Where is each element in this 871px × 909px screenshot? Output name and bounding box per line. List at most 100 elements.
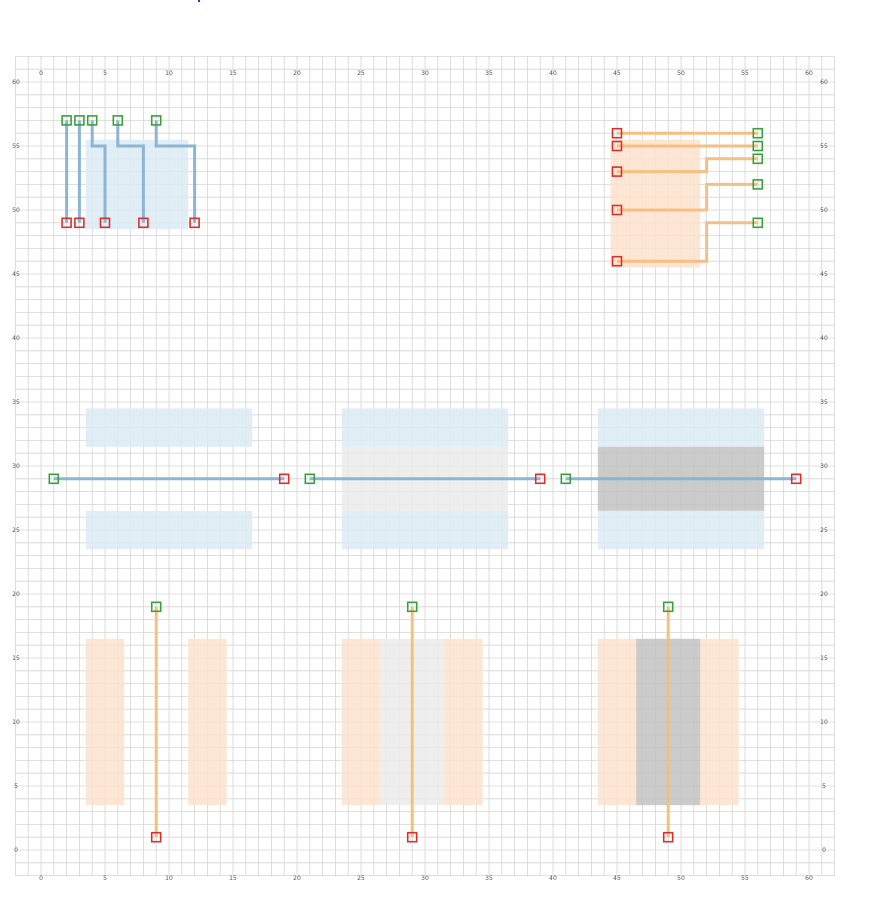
x-tick-label-top: 50 <box>677 70 685 77</box>
start-pin <box>752 179 764 190</box>
x-tick-label-bottom: 5 <box>103 875 107 882</box>
y-tick-label-left: 10 <box>12 719 20 726</box>
x-tick-label-bottom: 60 <box>805 875 813 882</box>
end-pin <box>278 473 290 485</box>
y-tick-label-right: 5 <box>822 783 826 790</box>
blue-route <box>90 120 107 223</box>
start-pin <box>752 217 764 229</box>
tick-labels: 0055101015152020252530303535404045455050… <box>12 70 828 882</box>
y-tick-label-right: 30 <box>820 463 828 470</box>
x-tick-label-top: 15 <box>229 70 237 77</box>
x-tick-label-bottom: 10 <box>165 875 173 882</box>
top-dot-marker <box>198 0 200 2</box>
routes <box>53 120 797 838</box>
y-tick-label-right: 35 <box>820 399 828 406</box>
y-tick-label-right: 25 <box>820 527 828 534</box>
y-tick-label-left: 35 <box>12 399 20 406</box>
pins <box>48 115 802 843</box>
end-pin <box>790 473 802 485</box>
start-pin <box>406 601 418 613</box>
start-pin <box>112 115 124 126</box>
end-pin <box>534 473 546 485</box>
y-tick-label-left: 55 <box>12 143 20 150</box>
region-blue <box>341 510 509 550</box>
y-tick-label-right: 55 <box>820 143 828 150</box>
region-blue <box>597 408 765 447</box>
y-tick-label-left: 50 <box>12 207 20 214</box>
end-pin <box>611 204 623 216</box>
start-pin <box>150 601 162 613</box>
y-tick-label-left: 15 <box>12 655 20 662</box>
start-pin <box>74 115 85 126</box>
start-pin <box>662 601 674 613</box>
y-tick-label-left: 0 <box>14 847 18 854</box>
start-pin <box>752 140 764 152</box>
end-pin <box>150 831 162 843</box>
orange-route <box>617 182 758 212</box>
y-tick-label-right: 45 <box>820 271 828 278</box>
end-pin <box>611 127 623 139</box>
end-pin <box>74 217 85 229</box>
y-tick-label-left: 45 <box>12 271 20 278</box>
end-pin <box>611 140 623 152</box>
y-tick-label-right: 60 <box>820 79 828 86</box>
y-tick-label-right: 40 <box>820 335 828 342</box>
x-tick-label-top: 30 <box>421 70 429 77</box>
end-pin <box>189 217 200 229</box>
region-orange <box>85 638 125 806</box>
y-tick-label-right: 50 <box>820 207 828 214</box>
start-pin <box>48 473 60 485</box>
regions <box>85 139 765 806</box>
blue-route <box>116 120 145 223</box>
region-blue <box>85 408 253 447</box>
x-tick-label-bottom: 45 <box>613 875 621 882</box>
x-tick-label-bottom: 20 <box>293 875 301 882</box>
end-pin <box>662 831 674 843</box>
region-blue <box>85 510 253 550</box>
x-tick-label-top: 0 <box>39 70 43 77</box>
region-orange <box>444 638 483 806</box>
region-orange <box>700 638 739 806</box>
x-tick-label-top: 25 <box>357 70 365 77</box>
y-tick-label-left: 30 <box>12 463 20 470</box>
x-tick-label-bottom: 35 <box>485 875 493 882</box>
x-tick-label-bottom: 40 <box>549 875 557 882</box>
orange-route <box>617 221 758 263</box>
end-pin <box>406 831 418 843</box>
y-tick-label-left: 40 <box>12 335 20 342</box>
end-pin <box>99 217 111 229</box>
x-tick-label-bottom: 50 <box>677 875 685 882</box>
end-pin <box>611 255 623 267</box>
x-tick-label-top: 20 <box>293 70 301 77</box>
y-tick-label-right: 0 <box>822 847 826 854</box>
end-pin <box>138 217 149 229</box>
x-tick-label-bottom: 15 <box>229 875 237 882</box>
x-tick-label-top: 5 <box>103 70 107 77</box>
x-tick-label-top: 60 <box>805 70 813 77</box>
start-pin <box>150 115 162 126</box>
region-blue <box>85 139 189 230</box>
region-orange <box>341 638 381 806</box>
y-tick-label-right: 20 <box>820 591 828 598</box>
start-pin <box>560 473 572 485</box>
y-tick-label-right: 10 <box>820 719 828 726</box>
region-orange <box>610 139 701 268</box>
x-tick-label-top: 40 <box>549 70 557 77</box>
x-tick-label-bottom: 30 <box>421 875 429 882</box>
x-tick-label-top: 35 <box>485 70 493 77</box>
start-pin <box>752 153 764 165</box>
start-pin <box>304 473 316 485</box>
start-pin <box>61 115 72 126</box>
region-blue <box>341 408 509 447</box>
region-orange <box>597 638 637 806</box>
x-tick-label-bottom: 55 <box>741 875 749 882</box>
region-blue <box>597 510 765 550</box>
y-tick-label-right: 15 <box>820 655 828 662</box>
y-tick-label-left: 25 <box>12 527 20 534</box>
blue-route <box>154 120 197 223</box>
orange-route <box>617 157 758 174</box>
y-tick-label-left: 60 <box>12 79 20 86</box>
y-tick-label-left: 20 <box>12 591 20 598</box>
x-tick-label-top: 55 <box>741 70 749 77</box>
